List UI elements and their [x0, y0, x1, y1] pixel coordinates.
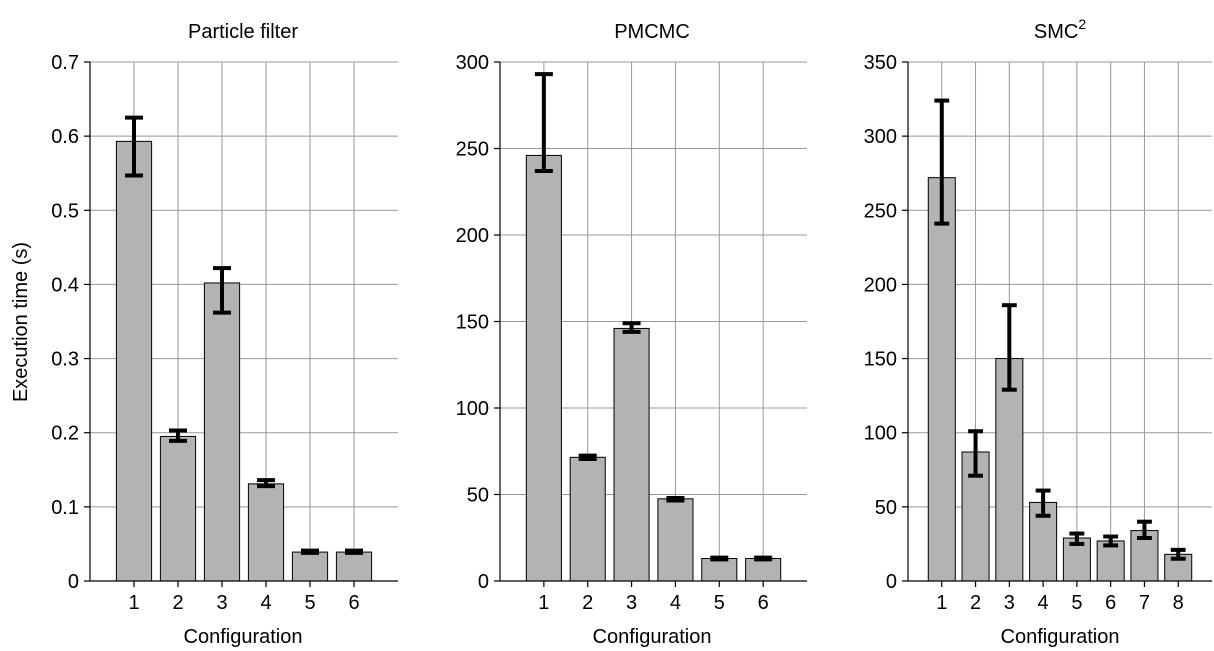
chart-title: SMC2	[1034, 16, 1086, 43]
chart-smc2: SMC2 Configuration 050100150200250300350…	[864, 16, 1212, 648]
x-tick-label: 1	[128, 592, 139, 614]
y-tick-label: 150	[456, 312, 489, 334]
bar	[291, 551, 329, 582]
x-tick-label: 7	[1139, 592, 1150, 614]
x-tick-label: 3	[1004, 592, 1015, 614]
y-tick-label: 250	[864, 200, 897, 222]
bar	[247, 483, 285, 582]
y-tick-label: 300	[456, 52, 489, 74]
x-tick-label: 5	[1071, 592, 1082, 614]
y-tick-label: 0.6	[51, 126, 79, 148]
x-tick-label: 5	[304, 592, 315, 614]
x-tick-label: 4	[670, 592, 681, 614]
x-tick-label: 5	[714, 592, 725, 614]
y-tick-label: 0	[886, 571, 897, 593]
x-tick-label: 3	[216, 592, 227, 614]
x-tick-label: 2	[582, 592, 593, 614]
y-tick-label: 200	[456, 225, 489, 247]
y-axis-label: Execution time (s)	[10, 242, 32, 402]
y-tick-label: 50	[467, 485, 489, 507]
bar	[745, 558, 782, 582]
x-tick-label: 2	[172, 592, 183, 614]
bar	[159, 435, 197, 582]
y-tick-label: 0.1	[51, 497, 79, 519]
x-axis-label: Configuration	[1001, 626, 1120, 648]
chart-title: PMCMC	[614, 21, 690, 43]
chart-title: Particle filter	[188, 21, 298, 43]
x-tick-label: 4	[260, 592, 271, 614]
y-tick-label: 350	[864, 52, 897, 74]
bar	[203, 282, 241, 582]
chart-particle-filter: Particle filter Configuration 0 0.1 0.2 0.3…	[51, 21, 398, 648]
bar	[657, 498, 694, 582]
y-tick-label: 0.5	[51, 200, 79, 222]
bar	[525, 154, 562, 582]
bar	[115, 140, 153, 582]
x-tick-label: 4	[1038, 592, 1049, 614]
x-tick-label: 6	[348, 592, 359, 614]
bar	[995, 358, 1024, 582]
bar	[569, 456, 606, 582]
y-tick-label: 0.7	[51, 52, 79, 74]
x-tick-label: 2	[970, 592, 981, 614]
y-tick-label: 0	[478, 571, 489, 593]
x-tick-label: 6	[1105, 592, 1116, 614]
y-tick-label: 100	[456, 398, 489, 420]
x-tick-label: 6	[758, 592, 769, 614]
bar	[335, 551, 373, 582]
x-axis-label: Configuration	[593, 626, 712, 648]
bar	[701, 558, 738, 582]
x-tick-label: 1	[936, 592, 947, 614]
y-tick-label: 0.4	[51, 274, 79, 296]
x-tick-label: 8	[1173, 592, 1184, 614]
y-tick-label: 50	[875, 497, 897, 519]
x-tick-label: 1	[538, 592, 549, 614]
y-tick-label: 0.2	[51, 423, 79, 445]
chart-pmcmc: PMCMC Configuration 0 50 100 150 200 250 300 1 2…	[456, 21, 807, 648]
x-axis-label: Configuration	[184, 626, 303, 648]
y-tick-label: 300	[864, 126, 897, 148]
y-tick-label: 0	[68, 571, 79, 593]
chart-title-main: SMC	[1034, 21, 1078, 43]
y-tick-label: 250	[456, 139, 489, 161]
y-tick-label: 0.3	[51, 349, 79, 371]
x-tick-label: 3	[626, 592, 637, 614]
y-tick-label: 200	[864, 274, 897, 296]
y-tick-label: 100	[864, 423, 897, 445]
y-tick-label: 150	[864, 349, 897, 371]
bar	[613, 327, 650, 582]
chart-title-superscript: 2	[1078, 16, 1086, 32]
bar	[1096, 540, 1125, 582]
bar	[927, 177, 956, 582]
